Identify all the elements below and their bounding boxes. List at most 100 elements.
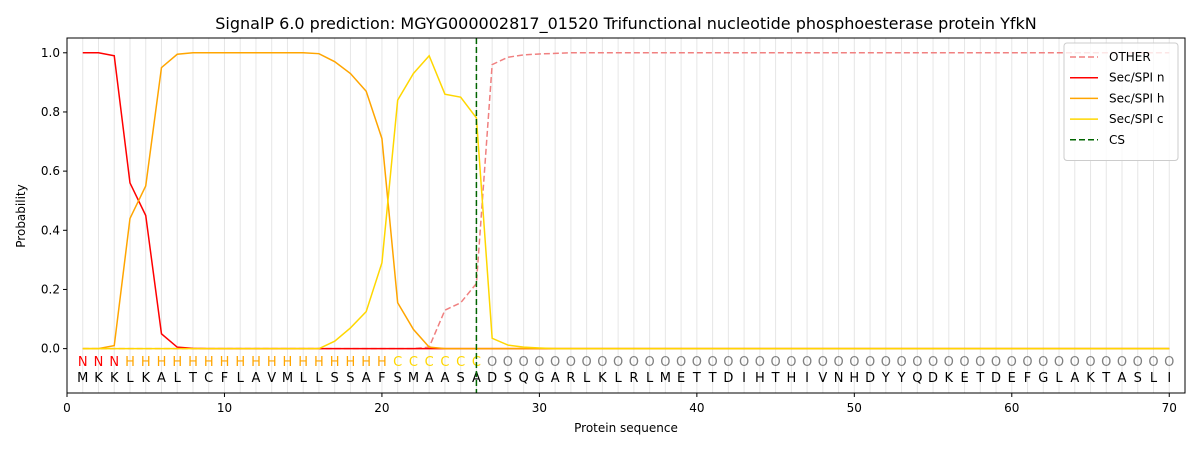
x-tick-label: 60 (1004, 401, 1019, 415)
x-tick-label: 30 (532, 401, 547, 415)
residue: Q (519, 371, 529, 386)
region-label: O (503, 355, 513, 370)
residue: F (378, 371, 385, 386)
region-label: H (220, 355, 230, 370)
region-label: N (109, 355, 119, 370)
residue: H (755, 371, 765, 386)
residue: H (786, 371, 796, 386)
region-label: H (267, 355, 277, 370)
residue: L (126, 371, 134, 386)
residue: V (267, 371, 276, 386)
region-label: O (1117, 355, 1127, 370)
legend-label: Sec/SPI h (1109, 91, 1164, 105)
residue: M (77, 371, 88, 386)
region-label: O (597, 355, 607, 370)
region-label: O (865, 355, 875, 370)
residue: D (991, 371, 1001, 386)
region-label: O (975, 355, 985, 370)
series-line (82, 52, 1170, 350)
residue: K (598, 371, 607, 386)
region-label: O (755, 355, 765, 370)
residue: K (141, 371, 150, 386)
region-label: H (172, 355, 182, 370)
region-label: N (78, 355, 88, 370)
residue: V (818, 371, 827, 386)
region-label: O (613, 355, 623, 370)
region-label: O (818, 355, 828, 370)
region-label: O (1101, 355, 1111, 370)
region-label: O (566, 355, 576, 370)
x-tick-label: 70 (1162, 401, 1177, 415)
region-label: O (534, 355, 544, 370)
residue: R (629, 371, 638, 386)
residue: D (487, 371, 497, 386)
region-label: H (346, 355, 356, 370)
region-label: O (849, 355, 859, 370)
region-label: O (786, 355, 796, 370)
y-tick-label: 0.4 (41, 223, 60, 237)
region-label: H (377, 355, 387, 370)
legend-label: Sec/SPI n (1109, 71, 1164, 85)
residue: L (300, 371, 308, 386)
residue: A (472, 371, 481, 386)
residue: L (615, 371, 623, 386)
residue: I (1167, 371, 1171, 386)
region-label: O (739, 355, 749, 370)
region-label: O (487, 355, 497, 370)
x-tick-label: 50 (847, 401, 862, 415)
x-tick-label: 20 (374, 401, 389, 415)
residue: T (975, 371, 984, 386)
residue: A (551, 371, 560, 386)
residue: G (534, 371, 544, 386)
region-label: C (409, 355, 418, 370)
residue: S (1134, 371, 1142, 386)
region-label: H (141, 355, 151, 370)
y-tick-label: 1.0 (41, 46, 60, 60)
region-label: O (928, 355, 938, 370)
region-label: H (125, 355, 135, 370)
region-label: H (361, 355, 371, 370)
region-label: O (660, 355, 670, 370)
residue: L (237, 371, 245, 386)
region-label: H (188, 355, 198, 370)
x-tick-label: 40 (689, 401, 704, 415)
residue: F (1024, 371, 1031, 386)
legend-label: Sec/SPI c (1109, 112, 1163, 126)
region-label: O (707, 355, 717, 370)
residue: D (865, 371, 875, 386)
residue: S (394, 371, 402, 386)
plot-frame (66, 37, 1186, 394)
region-label: O (676, 355, 686, 370)
y-tick-label: 0.2 (41, 282, 60, 296)
residue: A (1118, 371, 1127, 386)
residue: M (660, 371, 671, 386)
series-line (82, 52, 1170, 350)
region-label: O (1007, 355, 1017, 370)
region-label: O (1164, 355, 1174, 370)
y-axis-label: Probability (14, 184, 28, 247)
region-label: O (1070, 355, 1080, 370)
residue: S (346, 371, 354, 386)
residue: A (362, 371, 371, 386)
chart-title: SignalP 6.0 prediction: MGYG000002817_01… (215, 14, 1037, 34)
residue: E (677, 371, 685, 386)
region-label: O (1038, 355, 1048, 370)
residue: R (566, 371, 575, 386)
residue: L (646, 371, 654, 386)
residue: T (692, 371, 701, 386)
series-line (82, 54, 1170, 350)
residue: K (94, 371, 103, 386)
y-tick-label: 0.0 (41, 342, 60, 356)
region-label: C (425, 355, 434, 370)
region-label: H (330, 355, 340, 370)
region-label: O (770, 355, 780, 370)
legend-label: CS (1109, 133, 1125, 147)
x-tick-label: 0 (63, 401, 71, 415)
region-label: C (456, 355, 465, 370)
region-label: O (896, 355, 906, 370)
residue: Q (912, 371, 922, 386)
residue: S (504, 371, 512, 386)
y-tick-label: 0.8 (41, 105, 60, 119)
residue: A (1070, 371, 1079, 386)
